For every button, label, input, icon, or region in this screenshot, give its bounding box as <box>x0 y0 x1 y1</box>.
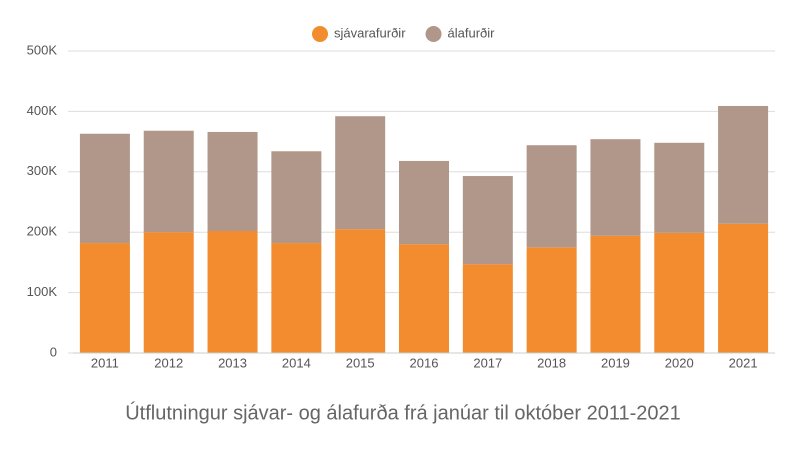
x-tick-label: 2015 <box>346 355 375 370</box>
bar-segment <box>462 264 513 353</box>
chart-title: Útflutningur sjávar- og álafurða frá jan… <box>125 401 681 424</box>
bar-segment <box>526 145 577 248</box>
y-tick-label: 200K <box>27 224 58 239</box>
bar-segment <box>207 131 258 231</box>
bar-segment <box>399 160 449 245</box>
x-tick-label: 2020 <box>665 355 694 370</box>
bar-segment <box>207 230 258 353</box>
x-tick-label: 2014 <box>282 355 311 370</box>
bar-segment <box>590 235 641 353</box>
bar-segment <box>79 243 130 353</box>
x-tick-label: 2013 <box>218 355 247 370</box>
y-tick-label: 500K <box>27 42 58 57</box>
bar-segment <box>399 244 449 353</box>
bar-segment <box>654 232 705 353</box>
bar-segment <box>335 229 386 353</box>
legend-label: sjávarafurðir <box>334 25 406 40</box>
x-tick-label: 2011 <box>91 355 119 370</box>
y-tick-label: 0 <box>50 344 57 359</box>
y-tick-label: 100K <box>27 284 58 299</box>
bar-segment <box>462 176 513 265</box>
bar-segment <box>79 133 130 244</box>
bar-segment <box>335 116 386 230</box>
bar-segment <box>654 142 705 233</box>
bar-segment <box>143 232 194 353</box>
bar-segment <box>271 151 322 244</box>
bar-segment <box>271 243 322 353</box>
legend-swatch <box>312 26 328 42</box>
bar-segment <box>718 105 769 224</box>
x-tick-label: 2019 <box>601 355 630 370</box>
legend-label: álafurðir <box>448 25 496 40</box>
x-tick-label: 2018 <box>537 355 566 370</box>
bar-segment <box>718 223 769 353</box>
x-tick-label: 2012 <box>154 355 183 370</box>
legend-swatch <box>425 26 442 42</box>
bar-segment <box>526 247 577 353</box>
bar-segment <box>590 139 641 236</box>
x-tick-label: 2017 <box>473 355 502 370</box>
y-tick-label: 300K <box>27 163 58 178</box>
y-tick-label: 400K <box>27 103 58 118</box>
bar-segment <box>143 130 194 233</box>
x-tick-label: 2016 <box>410 355 439 370</box>
x-tick-label: 2021 <box>729 355 758 370</box>
